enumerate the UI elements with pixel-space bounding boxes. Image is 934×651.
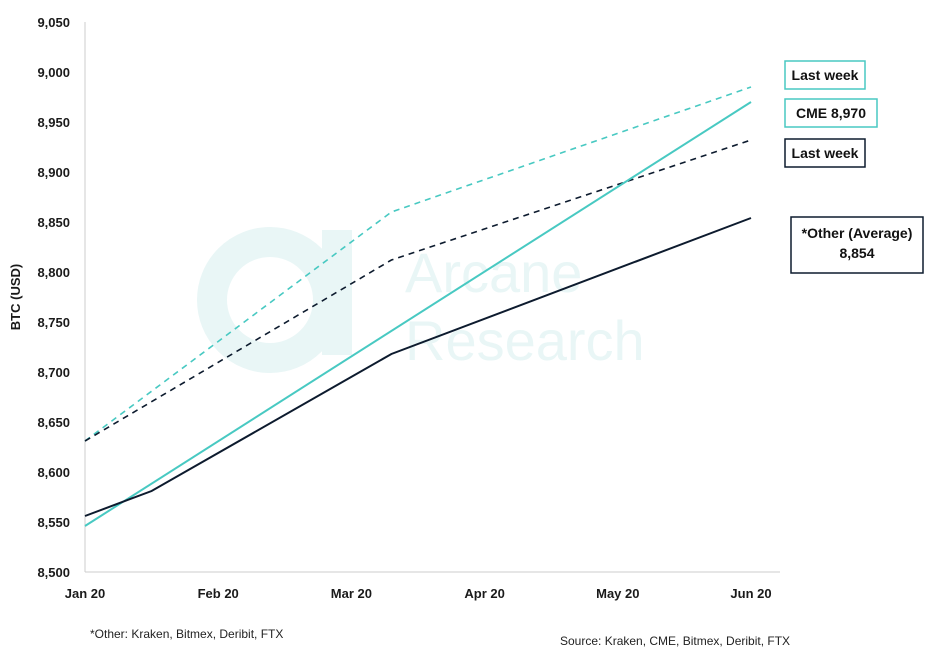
watermark-line2: Research [405,309,645,372]
footnote: *Other: Kraken, Bitmex, Deribit, FTX [90,627,284,641]
axes: BTC (USD) [8,22,780,573]
y-tick-labels: 8,500 8,550 8,600 8,650 8,700 8,750 8,800 8,850… [37,15,70,580]
y-tick-label: 9,050 [37,15,70,30]
y-tick-label: 8,700 [37,365,70,380]
callout-text: *Other (Average) [802,225,913,241]
arcane-logo-icon [197,227,352,373]
callout-box [784,138,866,168]
series-lines [84,86,752,527]
x-tick-label: Jan 20 [65,586,105,601]
y-tick-label: 8,600 [37,465,70,480]
callouts: Last week CME 8,970 Last week *Other (Avera… [784,60,924,274]
series-line-other-last-week [84,139,752,442]
series-line-other [84,217,752,517]
x-tick-label: Jun 20 [730,586,771,601]
callout-other-current: *Other (Average) 8,854 [790,216,924,274]
y-tick-label: 8,750 [37,315,70,330]
y-tick-label: 8,850 [37,215,70,230]
y-tick-label: 9,000 [37,65,70,80]
callout-text: Last week [792,145,859,161]
x-tick-label: Apr 20 [464,586,504,601]
y-tick-label: 8,650 [37,415,70,430]
watermark: Arcane Research [197,227,645,373]
callout-box [790,216,924,274]
x-tick-label: May 20 [596,586,639,601]
callout-text: Last week [792,67,859,83]
x-tick-labels: Jan 20 Feb 20 Mar 20 Apr 20 May 20 Jun 20 [65,586,772,601]
y-tick-label: 8,550 [37,515,70,530]
series-line-cme [84,101,752,527]
callout-cme-current: CME 8,970 [784,98,878,128]
callout-text: CME 8,970 [796,105,866,121]
x-tick-label: Feb 20 [198,586,239,601]
y-axis-title: BTC (USD) [8,264,23,330]
y-tick-label: 8,950 [37,115,70,130]
callout-last-week-cme: Last week [784,60,866,90]
callout-last-week-other: Last week [784,138,866,168]
callout-text: 8,854 [839,245,874,261]
y-tick-label: 8,900 [37,165,70,180]
y-tick-label: 8,500 [37,565,70,580]
callout-box [784,98,878,128]
x-tick-label: Mar 20 [331,586,372,601]
watermark-line1: Arcane [405,241,582,304]
y-tick-label: 8,800 [37,265,70,280]
callout-box [784,60,866,90]
source-note: Source: Kraken, CME, Bitmex, Deribit, FT… [560,634,791,648]
